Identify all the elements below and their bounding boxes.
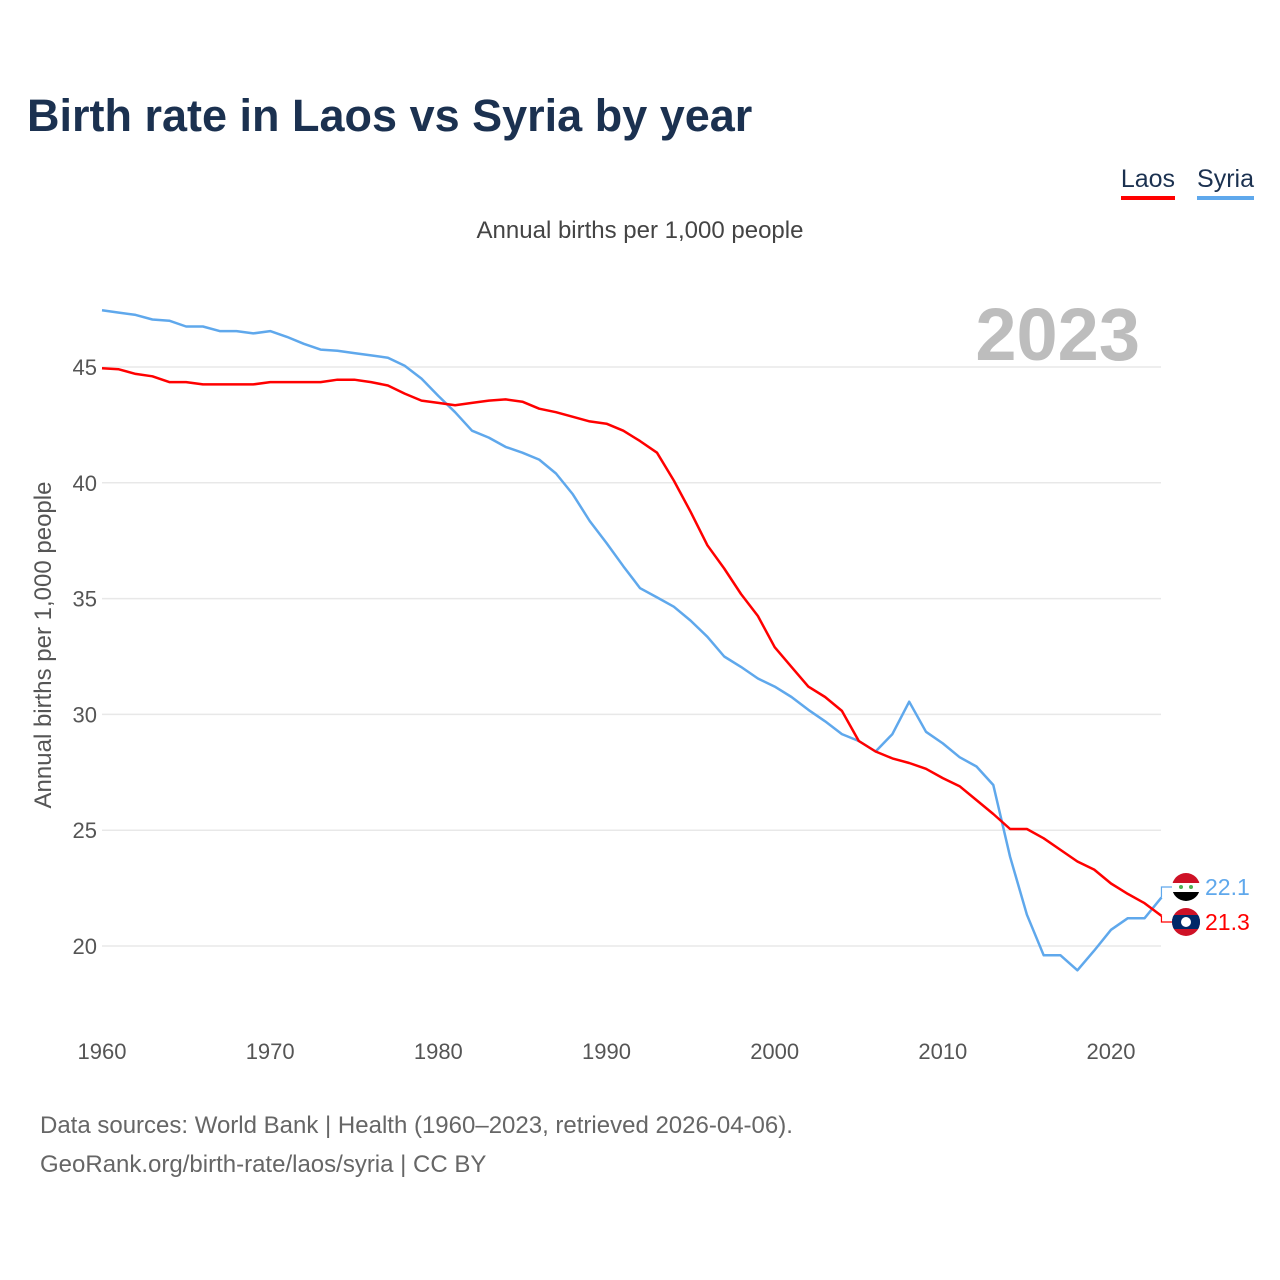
end-connector xyxy=(1160,915,1172,923)
x-tick-label: 1980 xyxy=(414,1039,463,1064)
x-tick-label: 1960 xyxy=(78,1039,127,1064)
chart-subtitle: Annual births per 1,000 people xyxy=(476,217,804,244)
series-line-laos xyxy=(101,366,1163,917)
x-tick-label: 2010 xyxy=(918,1039,967,1064)
y-tick-label: 20 xyxy=(73,934,97,959)
end-connector xyxy=(1160,886,1172,898)
y-tick-label: 40 xyxy=(73,471,97,496)
end-value-label-syria: 22.1 xyxy=(1205,874,1250,900)
data-source-text: Data sources: World Bank | Health (1960–… xyxy=(40,1112,793,1139)
footer: Data sources: World Bank | Health (1960–… xyxy=(40,1106,793,1184)
x-tick-label: 1970 xyxy=(246,1039,295,1064)
series-line-syria xyxy=(101,309,1163,972)
attribution-link[interactable]: GeoRank.org/birth-rate/laos/syria | CC B… xyxy=(40,1151,487,1178)
y-axis-label: Annual births per 1,000 people xyxy=(30,482,57,809)
y-tick-label: 30 xyxy=(73,702,97,727)
y-tick-label: 35 xyxy=(73,587,97,612)
x-tick-label: 1990 xyxy=(582,1039,631,1064)
chart-title: Birth rate in Laos vs Syria by year xyxy=(27,90,753,141)
y-tick-label: 45 xyxy=(73,355,97,380)
y-tick-label: 25 xyxy=(73,818,97,843)
flag-syria-icon xyxy=(1172,873,1200,901)
year-label: 2023 xyxy=(975,293,1140,376)
legend-item-laos[interactable]: Laos xyxy=(1120,165,1176,200)
legend-item-syria[interactable]: Syria xyxy=(1197,165,1254,200)
flag-laos-icon xyxy=(1172,908,1200,936)
end-value-label-laos: 21.3 xyxy=(1205,909,1250,935)
legend: Laos Syria xyxy=(1120,165,1254,200)
x-tick-label: 2000 xyxy=(750,1039,799,1064)
x-tick-label: 2020 xyxy=(1087,1039,1136,1064)
